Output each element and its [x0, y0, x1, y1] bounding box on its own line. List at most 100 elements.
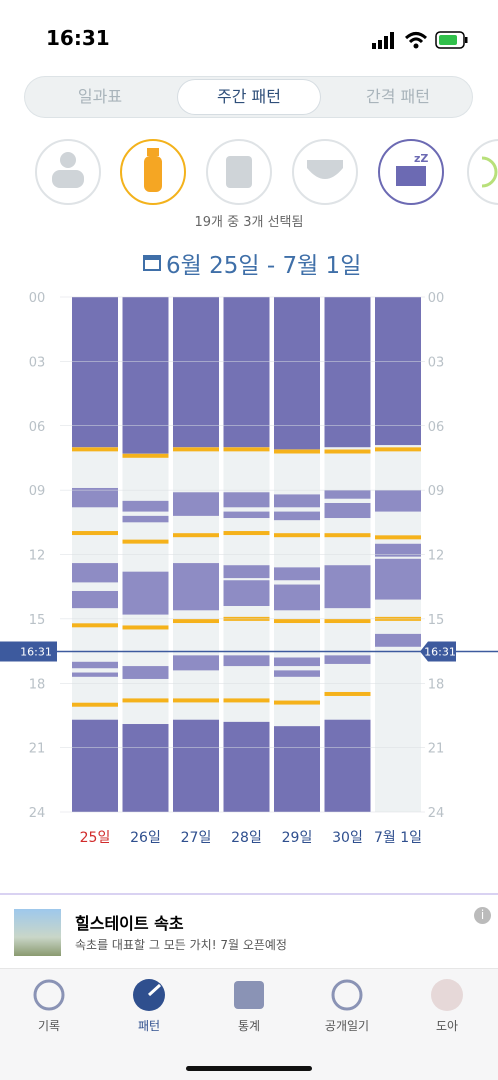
feed-mark [122, 539, 169, 544]
sleep-block [274, 670, 320, 677]
sleep-block [274, 494, 320, 508]
nav-label[interactable]: 공개일기 [324, 1019, 370, 1033]
feed-mark [122, 453, 169, 458]
hour-label: 24 [29, 806, 46, 821]
feed-mark [274, 533, 320, 538]
sleep-block [173, 655, 219, 671]
sleep-block [375, 633, 421, 647]
ad-image[interactable] [14, 909, 61, 956]
sleep-block [223, 297, 270, 448]
sleep-block [72, 590, 118, 609]
hour-label: 15 [29, 613, 46, 628]
feed-mark [375, 535, 421, 540]
tab[interactable]: 일과표 [77, 87, 123, 106]
home-indicator [186, 1066, 312, 1071]
day-label: 29일 [282, 830, 313, 846]
feed-mark [173, 698, 219, 703]
sleep-block [223, 565, 270, 579]
feed-mark [173, 619, 219, 624]
hour-label: 09 [29, 484, 46, 499]
hour-label: 09 [428, 484, 445, 499]
sleep-block [324, 490, 371, 499]
day-label: 7월 1일 [374, 830, 422, 846]
sleep-block [173, 297, 219, 448]
sleep-block [223, 511, 270, 519]
feed-mark [72, 447, 118, 452]
feed-mark [324, 449, 371, 454]
day-label: 25일 [80, 830, 111, 846]
sleep-block [274, 567, 320, 581]
sleep-block [72, 297, 118, 448]
now-tag [420, 641, 456, 662]
sleep-block [72, 719, 118, 812]
now-label: 16:31 [424, 645, 456, 658]
sleep-block [324, 565, 371, 609]
nav-label[interactable]: 패턴 [137, 1019, 161, 1033]
tab-selected[interactable]: 주간 패턴 [178, 80, 320, 114]
sleep-block [274, 584, 320, 611]
hour-label: 00 [428, 291, 445, 306]
feed-mark [324, 619, 371, 624]
sleep-block [375, 490, 421, 512]
feed-mark [72, 702, 118, 707]
hour-label: 18 [428, 677, 445, 692]
nav-label[interactable]: 도아 [435, 1019, 459, 1033]
category-icons[interactable]: zZ [0, 136, 498, 208]
sleep-block [72, 563, 118, 583]
sleep-block [274, 511, 320, 521]
feed-mark [274, 619, 320, 624]
feed-mark [324, 691, 371, 696]
sleep-block [122, 571, 169, 615]
hour-label: 03 [29, 355, 46, 370]
feed-mark [274, 700, 320, 705]
day-label: 28일 [231, 830, 262, 846]
calendar-icon [143, 255, 161, 271]
hour-label: 12 [428, 549, 445, 564]
pattern-chart: 25일 26일 27일 28일 29일 30일 7월 1일 00 00 03 03 06 06 09 09 1… [0, 291, 498, 846]
hour-label: 24 [428, 806, 445, 821]
sleep-block [122, 515, 169, 523]
feed-mark [375, 447, 421, 452]
feed-mark [122, 698, 169, 703]
now-label: 16:31 [20, 645, 52, 658]
svg-text:zZ: zZ [414, 152, 428, 165]
sleep-block [122, 666, 169, 679]
status-icons [372, 31, 468, 49]
feed-mark [173, 533, 219, 538]
sleep-block [72, 672, 118, 677]
hour-label: 12 [29, 549, 46, 564]
feed-mark [223, 447, 270, 452]
sleep-block [274, 297, 320, 450]
sleep-block [223, 655, 270, 667]
ad-title[interactable]: 힐스테이트 속초 [75, 914, 184, 933]
feed-mark [72, 531, 118, 536]
hour-label: 15 [428, 613, 445, 628]
nav-icons[interactable] [0, 975, 498, 1015]
tab[interactable]: 간격 패턴 [366, 87, 430, 106]
day-label: 27일 [181, 830, 212, 846]
ad-info-icon[interactable]: i [474, 907, 491, 924]
sleep-block [122, 297, 169, 454]
sleep-block [72, 487, 118, 508]
sleep-block [122, 724, 169, 812]
date-range[interactable]: 6월 25일 - 7월 1일 [166, 253, 362, 279]
sleep-block [223, 492, 270, 508]
nav-label[interactable]: 통계 [237, 1019, 261, 1033]
now-tag [0, 641, 57, 662]
sleep-block [173, 563, 219, 611]
feed-mark [72, 623, 118, 628]
nav-label[interactable]: 기록 [37, 1019, 61, 1033]
ad-description[interactable]: 속초를 대표할 그 모든 가치! 7월 오픈예정 [75, 938, 287, 952]
sleep-block [375, 558, 421, 600]
sleep-block [223, 580, 270, 606]
hour-label: 18 [29, 677, 46, 692]
day-label: 30일 [332, 830, 363, 846]
hour-label: 03 [428, 355, 445, 370]
feed-mark [274, 449, 320, 454]
sleep-block [324, 297, 371, 448]
feed-mark [122, 625, 169, 630]
hour-label: 06 [29, 420, 46, 435]
hour-label: 00 [29, 291, 46, 306]
feed-mark [223, 698, 270, 703]
hour-label: 21 [29, 742, 46, 757]
